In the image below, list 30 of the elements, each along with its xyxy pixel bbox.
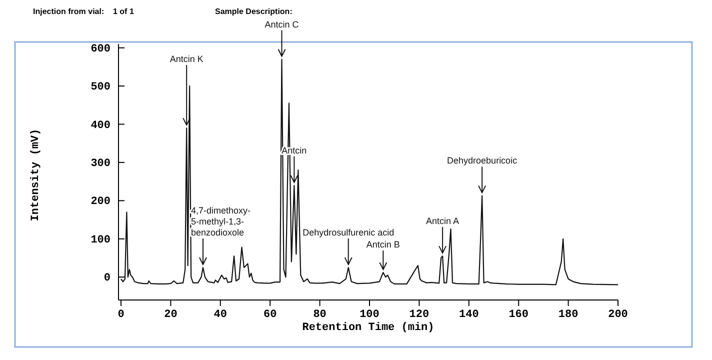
x-tick-label: 60 [263,308,277,321]
text: 1 of 1 [113,7,134,16]
y-tick-label: 100 [90,234,110,246]
annotation: 4,7-dimethoxy- 5-methyl-1,3- benzodioxole [190,206,251,238]
x-tick-label: 140 [458,308,479,321]
annotation: Antcin C [264,19,300,30]
x-tick-label: 20 [164,308,178,321]
x-tick-label: 100 [360,308,380,321]
y-tick-label: 400 [90,120,110,132]
annotation: Dehydrosulfurenic acid [302,228,394,238]
text: Injection from vial: [33,7,104,16]
annotation: Antcin A [426,216,460,226]
y-tick-label: 0 [104,272,110,285]
x-tick-label: 40 [214,308,227,321]
x-tick-label: 80 [313,308,326,321]
annotation: Antcin K [170,54,204,64]
x-tick-label: 200 [608,308,628,321]
annotation: Antcin B [366,240,400,250]
x-tick-label: 0 [118,308,124,321]
y-tick-label: 600 [90,43,110,56]
y-tick-label: 200 [90,196,110,208]
text: Sample Description: [215,7,292,16]
x-tick-label: 180 [558,308,578,321]
x-tick-label: 160 [508,308,529,321]
x-tick-label: 120 [409,308,430,321]
annotation: Dehydroeburicoic [447,156,518,166]
x-axis-title: Retention Time (min) [302,322,434,334]
y-tick-label: 300 [90,158,110,170]
y-tick-label: 500 [90,82,110,94]
y-axis-title: Intensity (mV) [30,128,42,222]
